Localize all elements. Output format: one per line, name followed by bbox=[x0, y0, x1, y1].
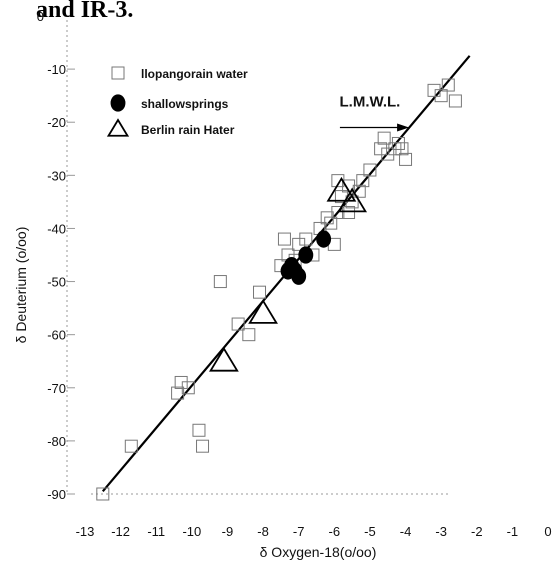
legend-marker bbox=[106, 118, 130, 137]
berlin-rain-triangle bbox=[209, 346, 239, 372]
x-tick-label: 0 bbox=[544, 524, 551, 539]
y-tick-label: -50 bbox=[47, 275, 66, 290]
rain-water-square bbox=[377, 131, 391, 145]
legend-marker bbox=[110, 94, 126, 112]
rain-water-square bbox=[292, 237, 306, 251]
rain-water-square bbox=[356, 174, 370, 188]
berlin-rain-triangle bbox=[326, 176, 357, 202]
rain-water-square bbox=[388, 142, 402, 156]
x-axis-title: δ Oxygen-18(o/oo) bbox=[260, 544, 377, 560]
annotations: L.M.W.L. bbox=[340, 93, 410, 132]
x-tick-label: -4 bbox=[400, 524, 412, 539]
rain-water-square bbox=[427, 83, 441, 97]
legend-label: shallowsprings bbox=[141, 97, 229, 111]
x-tick-label: -10 bbox=[182, 524, 201, 539]
spring-dot bbox=[280, 262, 296, 280]
spring-dot bbox=[298, 246, 314, 264]
x-tick-label: -1 bbox=[507, 524, 519, 539]
rain-water-square bbox=[320, 211, 334, 225]
rain-water-square bbox=[331, 174, 345, 188]
x-tick-label: -5 bbox=[364, 524, 376, 539]
y-tick-labels: 0 -10 -20 -30 -40 -50 -60 -70 -80 -90 bbox=[37, 9, 66, 502]
rain-water-square bbox=[124, 439, 138, 453]
rain-water-square bbox=[231, 317, 245, 331]
rain-water-square bbox=[324, 216, 338, 230]
rain-water-square bbox=[174, 375, 188, 389]
y-tick-label: 0 bbox=[37, 9, 44, 24]
rain-water-square bbox=[299, 232, 313, 246]
rain-water-square bbox=[96, 487, 110, 501]
x-tick-label: -11 bbox=[147, 524, 165, 539]
rain-water-square bbox=[192, 423, 206, 437]
berlin-rain-triangle bbox=[337, 187, 368, 213]
rain-water-square bbox=[363, 163, 377, 177]
y-tick-label: -80 bbox=[47, 434, 66, 449]
x-tick-labels: -13 -12 -11 -10 -9 -8 -7 -6 -5 -4 -3 -2 -1 0 bbox=[76, 524, 552, 539]
rain-water-square bbox=[196, 439, 210, 453]
rain-water-square bbox=[277, 232, 291, 246]
berlin-rain-triangle bbox=[248, 299, 278, 324]
grid bbox=[67, 68, 75, 495]
x-tick-label: -8 bbox=[257, 524, 269, 539]
legend-label: Berlin rain Hater bbox=[141, 123, 235, 137]
rain-water-square bbox=[381, 147, 395, 161]
y-tick-label: -10 bbox=[47, 62, 66, 77]
rain-water-square bbox=[181, 381, 195, 395]
rain-water-square bbox=[242, 328, 256, 342]
y-tick-label: -90 bbox=[47, 487, 66, 502]
x-tick-label: -13 bbox=[76, 524, 95, 539]
rain-water-square bbox=[253, 285, 267, 299]
y-tick-label: -60 bbox=[47, 328, 66, 343]
data-marks bbox=[96, 78, 462, 501]
rain-water-square bbox=[171, 386, 185, 400]
legend-marker bbox=[111, 66, 125, 80]
x-tick-label: -2 bbox=[471, 524, 483, 539]
rain-water-square bbox=[399, 152, 413, 166]
y-tick-label: -40 bbox=[47, 221, 66, 236]
y-tick-label: -30 bbox=[47, 168, 66, 183]
y-tick-label: -20 bbox=[47, 115, 66, 130]
rain-water-square bbox=[391, 136, 405, 150]
legend: llopangorain water shallowsprings Berlin r… bbox=[106, 66, 248, 137]
spring-dot bbox=[316, 230, 332, 248]
y-tick-label: -70 bbox=[47, 381, 66, 396]
x-tick-label: -3 bbox=[435, 524, 447, 539]
axis-frame bbox=[66, 20, 449, 495]
rain-water-square bbox=[441, 78, 455, 92]
rain-water-square bbox=[213, 275, 227, 289]
legend-label: llopangorain water bbox=[141, 67, 248, 81]
x-tick-label: -12 bbox=[111, 524, 130, 539]
rain-water-square bbox=[434, 89, 448, 103]
y-axis-title: δ Deuterium (o/oo) bbox=[13, 227, 29, 344]
rain-water-square bbox=[331, 206, 345, 220]
rain-water-square bbox=[374, 142, 388, 156]
x-tick-label: -7 bbox=[293, 524, 305, 539]
page-header-fragment: and IR-3. bbox=[36, 0, 134, 23]
rain-water-square bbox=[448, 94, 462, 108]
lmwl-label: L.M.W.L. bbox=[340, 93, 401, 110]
rain-water-square bbox=[342, 206, 356, 220]
x-tick-label: -9 bbox=[222, 524, 234, 539]
rain-water-square bbox=[395, 142, 409, 156]
lmwl-arrow-head bbox=[397, 123, 410, 132]
x-tick-label: -6 bbox=[329, 524, 341, 539]
